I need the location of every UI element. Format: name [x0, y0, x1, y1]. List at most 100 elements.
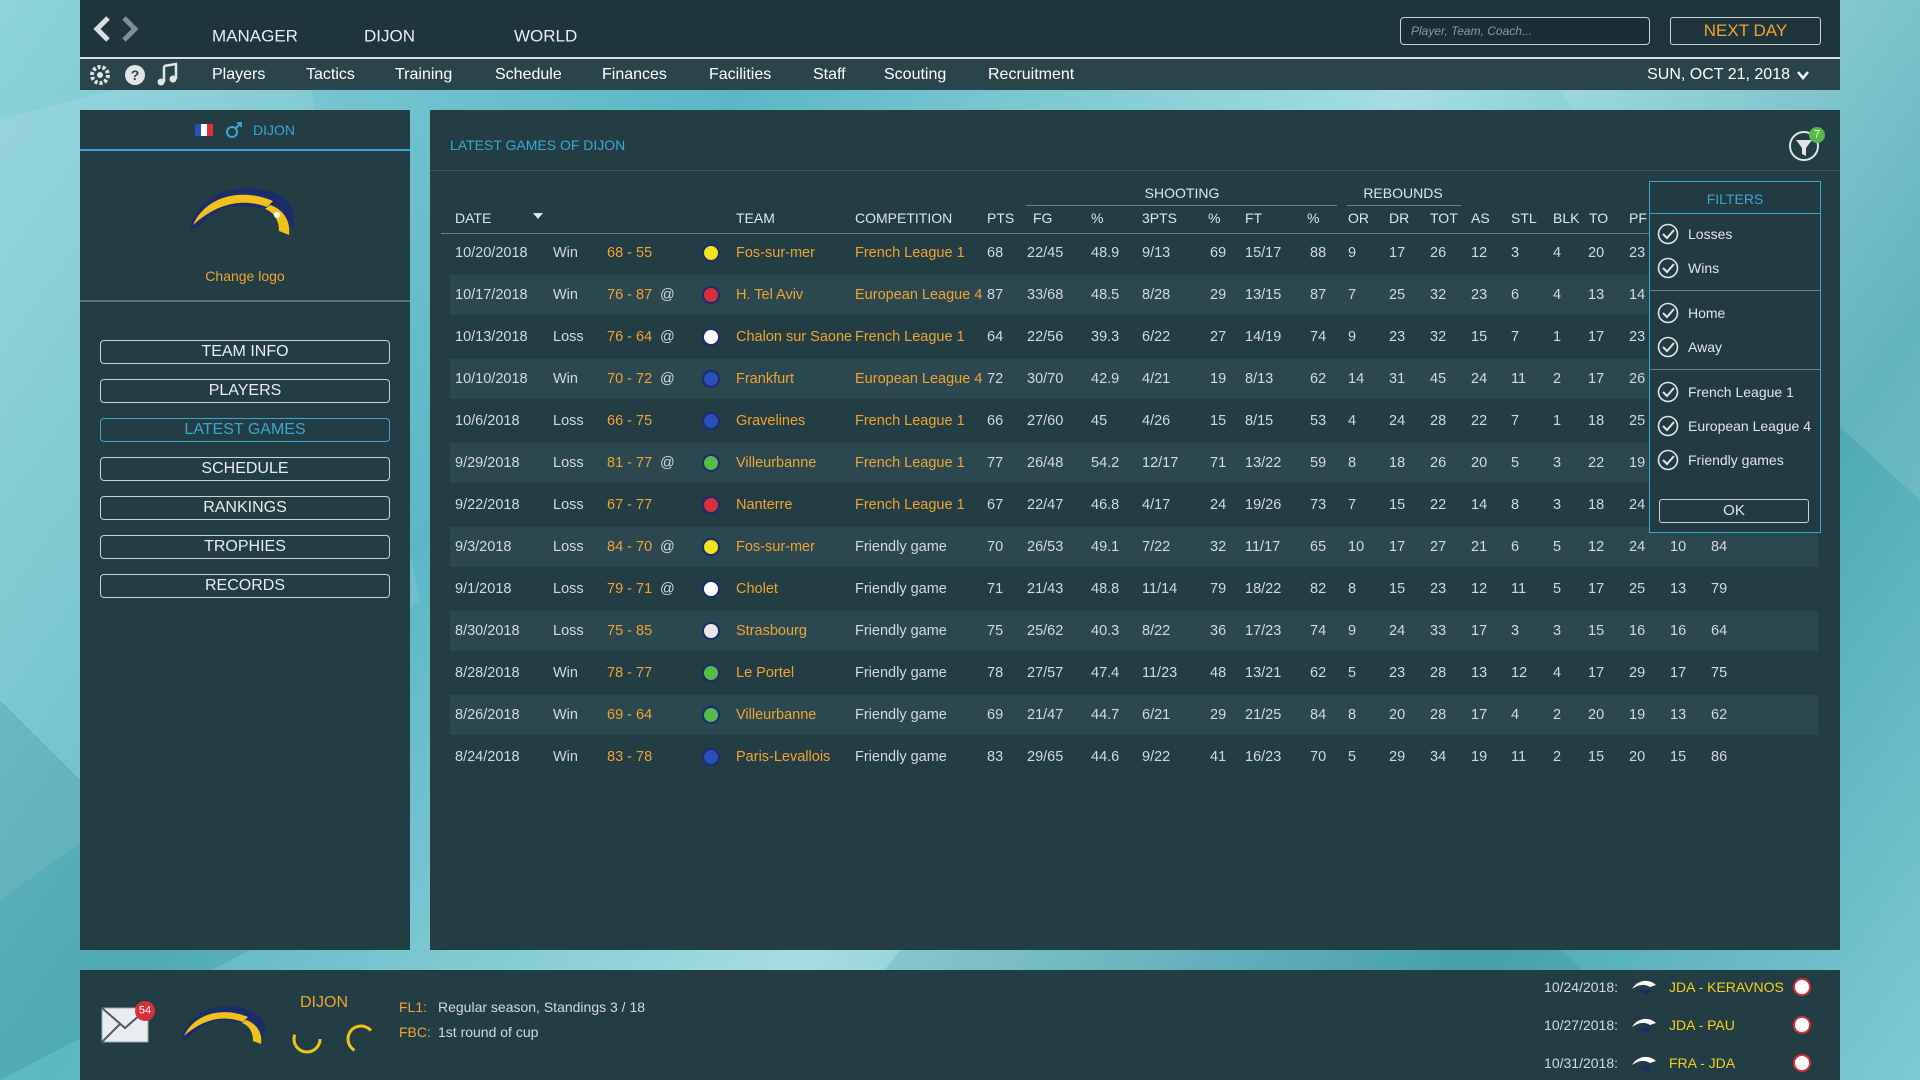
menu-item[interactable]: Tactics: [306, 66, 355, 83]
table-cell: 14: [1471, 496, 1488, 513]
opponent-logo: [702, 496, 720, 514]
table-cell: 13/22: [1245, 454, 1282, 471]
filter-checkbox[interactable]: [1657, 302, 1679, 324]
group-header-line: [1347, 205, 1461, 206]
table-cell: 10/17/2018: [455, 286, 528, 303]
table-cell[interactable]: Le Portel: [736, 664, 795, 681]
sidebar: [80, 110, 410, 950]
table-cell: 28: [1430, 706, 1447, 723]
filter-checkbox[interactable]: [1657, 336, 1679, 358]
search-box[interactable]: Player, Team, Coach...: [1400, 17, 1650, 45]
team-logo[interactable]: [185, 175, 305, 250]
sidebar-button[interactable]: LATEST GAMES: [100, 418, 390, 442]
table-cell: @: [660, 286, 675, 303]
upcoming-match[interactable]: JDA - PAU: [1669, 1017, 1735, 1033]
table-cell: 27: [1430, 538, 1447, 555]
menu-item[interactable]: Training: [395, 66, 453, 83]
table-cell: 32: [1210, 538, 1227, 555]
table-cell: 23: [1471, 286, 1488, 303]
mail-icon[interactable]: [100, 1000, 170, 1050]
menu-item[interactable]: Schedule: [495, 66, 562, 83]
table-cell: 68 - 55: [607, 244, 653, 261]
table-cell: 44.6: [1091, 748, 1120, 765]
next-day-button[interactable]: NEXT DAY: [1670, 17, 1821, 45]
filter-checkbox[interactable]: [1657, 381, 1679, 403]
column-header: FG: [1033, 210, 1053, 226]
filter-checkbox[interactable]: [1657, 257, 1679, 279]
table-cell: 25: [1389, 286, 1406, 303]
table-cell: 84: [1711, 538, 1728, 555]
table-cell: 5: [1553, 580, 1562, 597]
column-header[interactable]: DATE: [455, 210, 492, 226]
table-cell: 23: [1389, 664, 1406, 681]
filter-option[interactable]: Wins: [1650, 254, 1820, 282]
table-cell[interactable]: Fos-sur-mer: [736, 244, 815, 261]
table-cell: 2: [1553, 706, 1562, 723]
table-cell: French League 1: [855, 412, 965, 429]
sidebar-button[interactable]: SCHEDULE: [100, 457, 390, 481]
table-cell[interactable]: Chalon sur Saone: [736, 328, 853, 345]
table-cell[interactable]: Cholet: [736, 580, 778, 597]
row-band: [450, 527, 1818, 567]
table-cell[interactable]: Nanterre: [736, 496, 793, 513]
table-cell[interactable]: Villeurbanne: [736, 706, 817, 723]
menu-item[interactable]: Scouting: [884, 66, 947, 83]
top-nav-item[interactable]: DIJON: [364, 26, 415, 46]
table-cell: 19: [1210, 370, 1227, 387]
table-cell: 5: [1511, 454, 1520, 471]
top-nav-item[interactable]: MANAGER: [212, 26, 298, 46]
filter-option[interactable]: Away: [1650, 333, 1820, 361]
table-cell[interactable]: Paris-Levallois: [736, 748, 831, 765]
table-cell[interactable]: Frankfurt: [736, 370, 795, 387]
table-cell[interactable]: Villeurbanne: [736, 454, 817, 471]
current-date[interactable]: SUN, OCT 21, 2018: [1647, 66, 1790, 83]
table-cell[interactable]: Gravelines: [736, 412, 806, 429]
table-cell[interactable]: Strasbourg: [736, 622, 807, 639]
nav-arrows[interactable]: [88, 14, 144, 44]
filter-label: Wins: [1688, 260, 1720, 276]
menu-item[interactable]: Recruitment: [988, 66, 1075, 83]
filter-checkbox[interactable]: [1657, 449, 1679, 471]
filter-title-line: [1650, 213, 1820, 214]
table-cell: 11: [1511, 748, 1527, 765]
table-cell: 78: [987, 664, 1004, 681]
change-logo-link[interactable]: Change logo: [205, 268, 285, 284]
filter-checkbox[interactable]: [1657, 223, 1679, 245]
date-dropdown-arrow[interactable]: [1796, 69, 1810, 81]
table-cell[interactable]: Fos-sur-mer: [736, 538, 815, 555]
table-cell: 54.2: [1091, 454, 1120, 471]
menu-icons[interactable]: ?: [88, 62, 184, 88]
menu-item[interactable]: Players: [212, 66, 266, 83]
column-header: %: [1307, 210, 1320, 226]
sidebar-button[interactable]: RANKINGS: [100, 496, 390, 520]
upcoming-match[interactable]: JDA - KERAVNOS: [1669, 979, 1784, 995]
table-cell: 11/14: [1142, 580, 1178, 597]
filter-option[interactable]: Home: [1650, 299, 1820, 327]
upcoming-match[interactable]: FRA - JDA: [1669, 1055, 1736, 1071]
sidebar-button[interactable]: TROPHIES: [100, 535, 390, 559]
filter-checkbox[interactable]: [1657, 415, 1679, 437]
sidebar-button[interactable]: PLAYERS: [100, 379, 390, 403]
menu-item[interactable]: Finances: [602, 66, 667, 83]
sidebar-button[interactable]: RECORDS: [100, 574, 390, 598]
table-cell: 65: [1310, 538, 1327, 555]
table-cell: 12: [1511, 664, 1528, 681]
table-cell: 12: [1471, 244, 1488, 261]
table-cell: 17: [1588, 328, 1605, 345]
menu-item[interactable]: Staff: [813, 66, 846, 83]
table-cell: 13: [1471, 664, 1488, 681]
filter-ok-button[interactable]: OK: [1659, 499, 1809, 523]
filter-option[interactable]: French League 1: [1650, 378, 1820, 406]
top-nav-item[interactable]: WORLD: [514, 26, 578, 46]
filter-icon[interactable]: [1788, 126, 1828, 162]
menu-item[interactable]: Facilities: [709, 66, 772, 83]
upcoming-team-logo: [1632, 1056, 1656, 1071]
table-cell: 29: [1629, 664, 1646, 681]
sidebar-button[interactable]: TEAM INFO: [100, 340, 390, 364]
table-cell: 5: [1553, 538, 1562, 555]
filter-option[interactable]: European League 4: [1650, 412, 1820, 440]
filter-option[interactable]: Losses: [1650, 220, 1820, 248]
column-header: %: [1208, 210, 1221, 226]
table-cell[interactable]: H. Tel Aviv: [736, 286, 804, 303]
filter-option[interactable]: Friendly games: [1650, 446, 1820, 474]
